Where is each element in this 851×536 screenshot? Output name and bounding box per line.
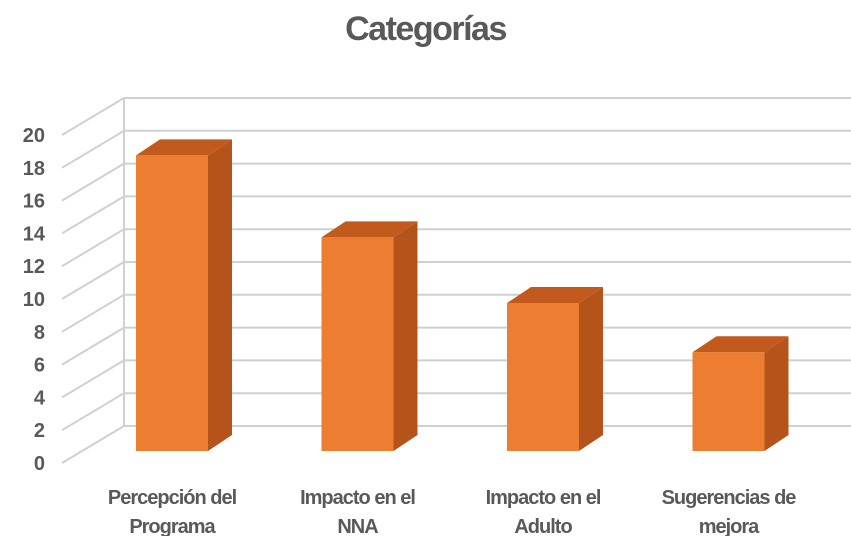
bar <box>321 221 418 451</box>
gridlines <box>61 97 851 464</box>
y-tick-label: 16 <box>23 191 45 213</box>
x-tick-label: Sugerencias de <box>662 487 797 509</box>
y-tick-label: 6 <box>34 355 45 377</box>
bar <box>136 139 232 451</box>
x-axis-ticks: Percepción del Programa Impacto en el NNA Im… <box>108 487 797 536</box>
bar-top <box>692 336 789 353</box>
gridline-side <box>61 195 125 235</box>
bars <box>136 139 789 451</box>
y-tick-label: 14 <box>23 223 46 245</box>
bar-side <box>579 287 603 451</box>
bar <box>692 336 789 451</box>
gridline-side <box>61 425 125 464</box>
x-tick-label: Programa <box>129 516 216 536</box>
gridline-side <box>61 392 125 432</box>
bar-front <box>321 237 394 451</box>
y-tick-label: 2 <box>34 420 45 442</box>
x-tick-label: mejora <box>699 516 760 536</box>
x-tick-label: Impacto en el <box>300 487 415 509</box>
y-tick-label: 8 <box>34 322 45 344</box>
bar-top <box>321 221 418 238</box>
bar-front <box>507 303 579 451</box>
bar-side <box>764 336 789 451</box>
gridline-side <box>61 228 125 268</box>
bar-side <box>208 139 232 451</box>
bar-front <box>136 155 208 451</box>
bar-side <box>393 221 418 451</box>
gridline-side <box>61 293 125 333</box>
gridline-side <box>61 162 125 202</box>
y-axis-ticks: 0 2 4 6 8 10 12 14 16 18 20 <box>23 125 46 475</box>
bar-front <box>692 352 765 451</box>
y-tick-label: 4 <box>34 387 46 409</box>
gridline-side <box>61 261 125 300</box>
gridline-side <box>61 326 125 366</box>
bar <box>507 287 603 451</box>
x-tick-label: NNA <box>337 516 378 536</box>
y-tick-label: 0 <box>34 453 45 475</box>
y-tick-label: 10 <box>23 289 45 311</box>
y-tick-label: 18 <box>23 158 45 180</box>
gridline-side <box>61 129 125 169</box>
chart-title: Categorías <box>345 10 507 48</box>
gridline-side <box>61 359 125 399</box>
bar-top <box>507 287 603 303</box>
x-tick-label: Percepción del <box>108 487 237 509</box>
bar-top <box>136 139 232 156</box>
gridline-side <box>61 97 125 136</box>
y-tick-label: 20 <box>23 125 45 147</box>
x-tick-label: Adulto <box>514 516 572 536</box>
x-tick-label: Impacto en el <box>486 487 601 509</box>
y-tick-label: 12 <box>23 256 45 278</box>
